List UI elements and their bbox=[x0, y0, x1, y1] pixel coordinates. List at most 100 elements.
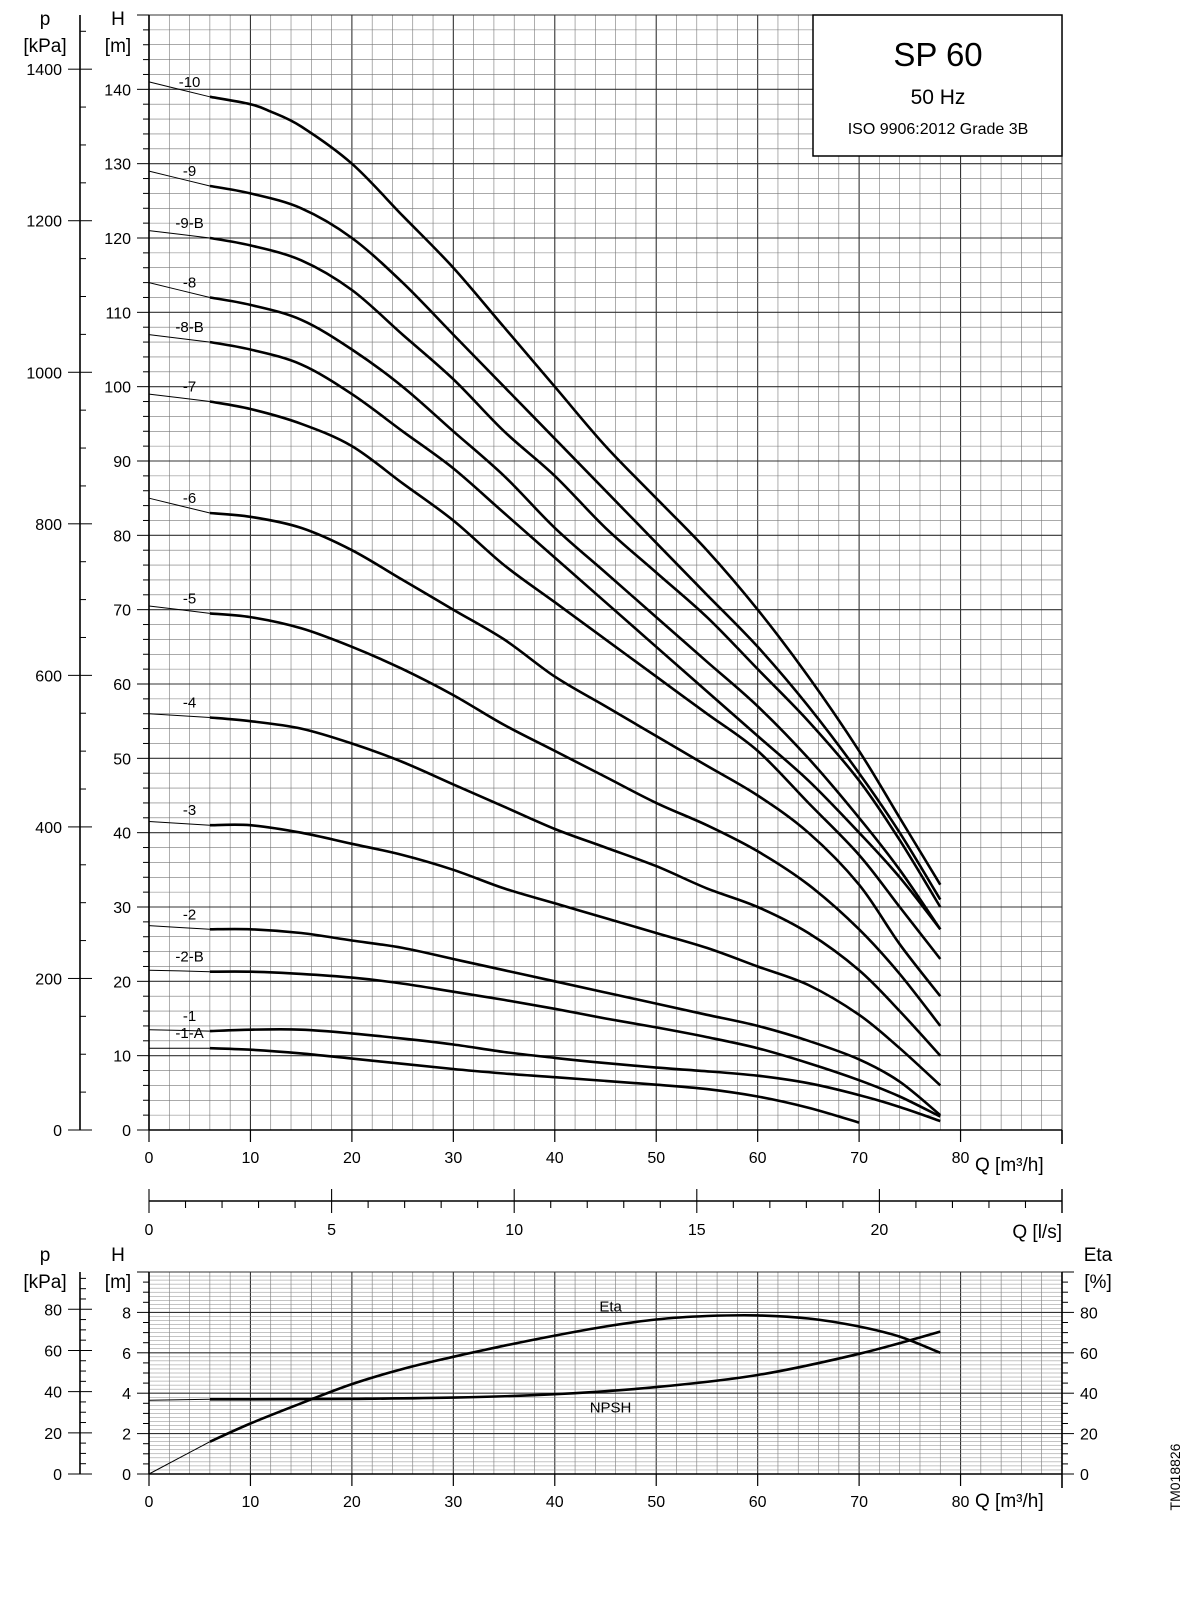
lower-p-tick-label: 60 bbox=[44, 1343, 62, 1360]
curve-main bbox=[209, 1028, 941, 1123]
h-tick-label: 100 bbox=[104, 380, 131, 397]
lower-axis-label-eta-unit: [%] bbox=[1084, 1272, 1111, 1293]
lower-axis-label-h-unit: [m] bbox=[105, 1272, 131, 1293]
p-tick-label: 1000 bbox=[26, 365, 62, 382]
lower-p-tick-label: 20 bbox=[44, 1426, 62, 1443]
head-curve-4: -4 bbox=[148, 694, 942, 1057]
ls-tick-label: 0 bbox=[145, 1222, 154, 1239]
curve-lead-in bbox=[148, 1441, 211, 1475]
ls-tick-label: 5 bbox=[327, 1222, 336, 1239]
q-tick-label: 30 bbox=[444, 1150, 462, 1167]
lower-q-tick-label: 0 bbox=[145, 1494, 154, 1511]
curve-label: -5 bbox=[183, 590, 196, 607]
h-tick-label: 110 bbox=[105, 305, 131, 322]
h-tick-label: 70 bbox=[113, 603, 131, 620]
curve-label: -4 bbox=[183, 694, 196, 711]
axis-label-p-unit: [kPa] bbox=[23, 36, 66, 57]
lower-h-tick-label: 6 bbox=[122, 1346, 131, 1363]
curve-lead-in bbox=[148, 713, 210, 718]
curve-lead-in bbox=[148, 393, 210, 402]
curve-lead-in bbox=[148, 1398, 210, 1401]
lower-axis-label-p-unit: [kPa] bbox=[23, 1272, 66, 1293]
curve-label: -8-B bbox=[175, 319, 203, 336]
curve-lead-in bbox=[148, 230, 210, 239]
h-tick-label: 60 bbox=[113, 677, 131, 694]
head-curve-1-A: -1-A bbox=[149, 1025, 860, 1124]
head-curve-5: -5 bbox=[148, 590, 942, 1027]
axis-label-q: Q [m³/h] bbox=[975, 1155, 1044, 1176]
h-tick-label: 30 bbox=[113, 900, 131, 917]
lower-q-tick-label: 10 bbox=[242, 1494, 260, 1511]
lower-q-tick-label: 50 bbox=[647, 1494, 665, 1511]
curve-main bbox=[209, 340, 942, 931]
p-tick-label: 1400 bbox=[26, 62, 62, 79]
h-tick-label: 120 bbox=[104, 231, 131, 248]
head-curve-2-B: -2-B bbox=[148, 949, 941, 1118]
ls-tick-label: 20 bbox=[871, 1222, 889, 1239]
flow-ls-axis: Q [l/s] 0 5 10 15 20 bbox=[145, 1189, 1063, 1243]
lower-axis-label-h: H bbox=[111, 1245, 125, 1266]
curve-main bbox=[209, 612, 942, 1027]
curve-label: -6 bbox=[183, 490, 196, 507]
title-box: SP 60 50 Hz ISO 9906:2012 Grade 3B bbox=[812, 14, 1063, 157]
curve-main bbox=[209, 184, 942, 901]
axis-label-h: H bbox=[111, 9, 125, 30]
ls-tick-label: 10 bbox=[505, 1222, 523, 1239]
curve-lead-in bbox=[148, 605, 210, 614]
npsh-efficiency-chart: p [kPa] H [m] Eta [%] Q [m³/h] 024680204… bbox=[23, 1245, 1112, 1512]
curve-label: -2-B bbox=[175, 949, 203, 966]
lower-p-tick-label: 0 bbox=[53, 1467, 62, 1484]
curve-lead-in bbox=[148, 821, 210, 826]
head-curve-1: -1 bbox=[148, 1008, 941, 1123]
axis-label-h-unit: [m] bbox=[105, 36, 131, 57]
drawing-number: TM018826 bbox=[1167, 1443, 1183, 1510]
lower-q-tick-label: 40 bbox=[546, 1494, 564, 1511]
eta-curve-label: Eta bbox=[599, 1298, 622, 1315]
q-tick-label: 0 bbox=[145, 1150, 154, 1167]
q-tick-label: 70 bbox=[850, 1150, 868, 1167]
h-tick-label: 0 bbox=[122, 1123, 131, 1140]
p-tick-label: 0 bbox=[53, 1123, 62, 1140]
lower-h-tick-label: 0 bbox=[122, 1467, 131, 1484]
curve-label: -10 bbox=[179, 74, 201, 91]
curve-lead-in bbox=[148, 81, 211, 98]
lower-p-tick-label: 40 bbox=[44, 1385, 62, 1402]
lower-h-tick-label: 4 bbox=[122, 1386, 131, 1403]
p-tick-label: 1200 bbox=[26, 214, 62, 231]
lower-p-tick-label: 80 bbox=[44, 1302, 62, 1319]
upper-plot-frame bbox=[148, 15, 1063, 1144]
head-curve-3: -3 bbox=[148, 802, 942, 1087]
curve-lead-in bbox=[148, 334, 210, 343]
curve-label: -8 bbox=[183, 274, 196, 291]
curve-main bbox=[209, 970, 941, 1118]
npsh-curve-label: NPSH bbox=[590, 1399, 632, 1416]
head-curve-6: -6 bbox=[148, 490, 942, 998]
curve-main bbox=[209, 400, 942, 960]
lower-axes: p [kPa] H [m] Eta [%] Q [m³/h] 024680204… bbox=[23, 1245, 1112, 1512]
chart-frequency: 50 Hz bbox=[911, 86, 966, 109]
q-tick-label: 60 bbox=[749, 1150, 767, 1167]
ls-tick-label: 15 bbox=[688, 1222, 706, 1239]
curve-main bbox=[209, 236, 942, 908]
curve-lead-in bbox=[148, 969, 210, 973]
curve-main bbox=[209, 1330, 941, 1401]
q-tick-label: 40 bbox=[546, 1150, 564, 1167]
curve-main bbox=[209, 927, 942, 1117]
h-tick-label: 130 bbox=[104, 157, 131, 174]
lower-q-tick-label: 80 bbox=[952, 1494, 970, 1511]
eta-tick-label: 80 bbox=[1080, 1305, 1098, 1322]
curve-label: -1 bbox=[183, 1008, 196, 1025]
eta-tick-label: 0 bbox=[1080, 1467, 1089, 1484]
curve-main bbox=[209, 511, 942, 998]
curve-main bbox=[209, 296, 942, 931]
head-curve-9-B: -9-B bbox=[148, 215, 942, 908]
h-tick-label: 90 bbox=[113, 454, 131, 471]
h-tick-label: 140 bbox=[104, 82, 131, 99]
lower-q-tick-label: 60 bbox=[749, 1494, 767, 1511]
curve-main bbox=[209, 1313, 941, 1443]
curve-label: -2 bbox=[183, 906, 196, 923]
head-curve-chart: p [kPa] H [m] Q [m³/h] 0 10 20 30 40 50 60 70 80… bbox=[23, 9, 1063, 1176]
eta-tick-label: 40 bbox=[1080, 1386, 1098, 1403]
eta-curve bbox=[148, 1313, 941, 1475]
curve-main bbox=[209, 823, 942, 1087]
